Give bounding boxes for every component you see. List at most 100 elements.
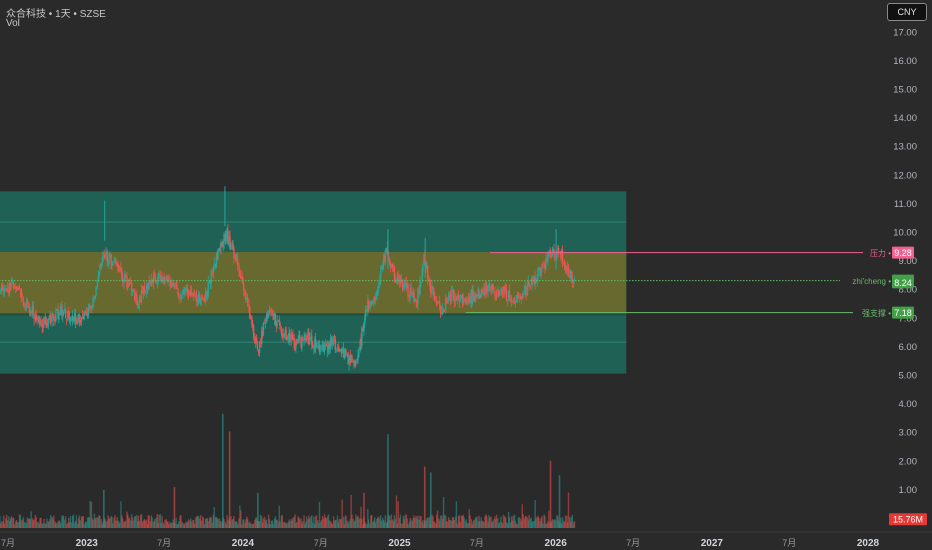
volume-bar	[137, 515, 140, 528]
volume-bar	[169, 521, 171, 528]
volume-bar	[482, 521, 484, 528]
candle-body	[82, 315, 85, 319]
volume-bar	[391, 519, 394, 528]
candle-body	[196, 303, 199, 305]
volume-bar	[241, 524, 243, 528]
candle-body	[68, 316, 71, 322]
candle-body	[246, 297, 248, 301]
volume-bar	[408, 522, 411, 528]
volume-bar	[88, 517, 90, 528]
candle-body	[304, 338, 306, 339]
candle-body	[541, 266, 543, 268]
level-label: zhi'cheng •	[852, 277, 891, 286]
candle-body	[528, 282, 530, 287]
volume-bar	[142, 520, 145, 528]
candle-body	[165, 276, 168, 280]
volume-bar	[494, 516, 496, 528]
candle-body	[447, 295, 450, 302]
volume-bar	[195, 517, 197, 528]
candle-body	[127, 282, 130, 284]
volume-bar	[573, 521, 576, 528]
candle-body	[433, 293, 436, 300]
volume-bar	[96, 516, 99, 528]
candle-body	[410, 287, 412, 296]
volume-bar	[483, 521, 485, 528]
x-tick-label: 2023	[76, 538, 99, 549]
volume-bar	[206, 518, 209, 528]
volume-bar	[244, 522, 246, 528]
candle-body	[396, 275, 399, 281]
candle-body	[202, 297, 205, 300]
candle-body	[413, 292, 415, 303]
volume-bar	[419, 516, 421, 528]
volume-bar	[422, 519, 424, 528]
candle-body	[62, 315, 64, 317]
volume-bar	[515, 523, 517, 528]
symbol-header[interactable]: 众合科技 • 1天 • SZSE	[6, 5, 106, 20]
candle-body	[436, 301, 439, 304]
candle-body	[15, 286, 17, 289]
volume-bar	[94, 518, 96, 528]
volume-bar	[158, 514, 160, 528]
volume-bar	[126, 511, 128, 528]
candle-body	[248, 303, 250, 307]
candle-body	[162, 277, 165, 283]
volume-bar	[152, 522, 155, 528]
candle-body	[353, 362, 355, 367]
candle-body	[401, 279, 404, 289]
candle-body	[106, 251, 108, 263]
volume-bar	[186, 522, 188, 528]
candle-body	[320, 347, 323, 349]
volume-bar	[177, 524, 179, 528]
volume-bar	[145, 519, 148, 528]
volume-bar	[570, 517, 573, 528]
currency-button[interactable]: CNY	[887, 3, 927, 21]
time-axis[interactable]: 7月 2023 7月 2024 7月 2025 7月 2026 7月 2027 7月 2028	[0, 531, 932, 549]
candle-body	[167, 279, 169, 281]
volume-bar	[318, 501, 321, 528]
level-lines[interactable]: 压力 • zhi'cheng • 强支撑 •	[0, 248, 891, 318]
candle-body	[290, 334, 292, 341]
volume-bar	[163, 524, 165, 528]
candle-body	[211, 271, 214, 273]
volume-bar	[512, 515, 515, 528]
candle-body	[22, 300, 25, 306]
candle-body	[137, 304, 140, 306]
volume-bar	[523, 518, 526, 528]
candle-body	[344, 350, 346, 353]
volume-indicator-label[interactable]: Vol	[6, 18, 20, 29]
candle-body	[144, 292, 147, 293]
volume-bar	[180, 514, 182, 528]
volume-bar	[71, 522, 73, 528]
candle-body	[342, 348, 345, 358]
candle-body	[430, 284, 432, 294]
candle-body	[142, 286, 145, 294]
volume-bar	[311, 522, 314, 528]
candle-body	[69, 317, 72, 322]
volume-bar	[383, 522, 386, 528]
price-badge	[892, 246, 914, 259]
volume-bar	[348, 521, 350, 528]
candle-body	[374, 297, 377, 301]
volume-bar	[528, 514, 530, 528]
volume-bar	[80, 516, 83, 528]
candle-body	[372, 302, 374, 305]
candle-body	[145, 285, 148, 293]
volume-bar	[560, 517, 562, 528]
volume-bar	[530, 517, 532, 528]
volume-bar	[208, 518, 211, 528]
volume-bar	[167, 521, 169, 528]
price-badge-text: 9.28	[894, 248, 912, 258]
volume-bar	[255, 517, 257, 528]
volume-bar	[295, 523, 297, 528]
volume-bar	[364, 523, 367, 528]
volume-spike	[257, 492, 259, 528]
volume-bar	[304, 524, 306, 528]
candle-body	[456, 296, 458, 301]
volume-bar	[554, 520, 557, 528]
candle-body	[61, 305, 63, 316]
volume-bar	[518, 517, 520, 528]
price-axis[interactable]: 17.00 16.00 15.00 14.00 13.00 12.00 11.00 10.00…	[893, 27, 917, 496]
